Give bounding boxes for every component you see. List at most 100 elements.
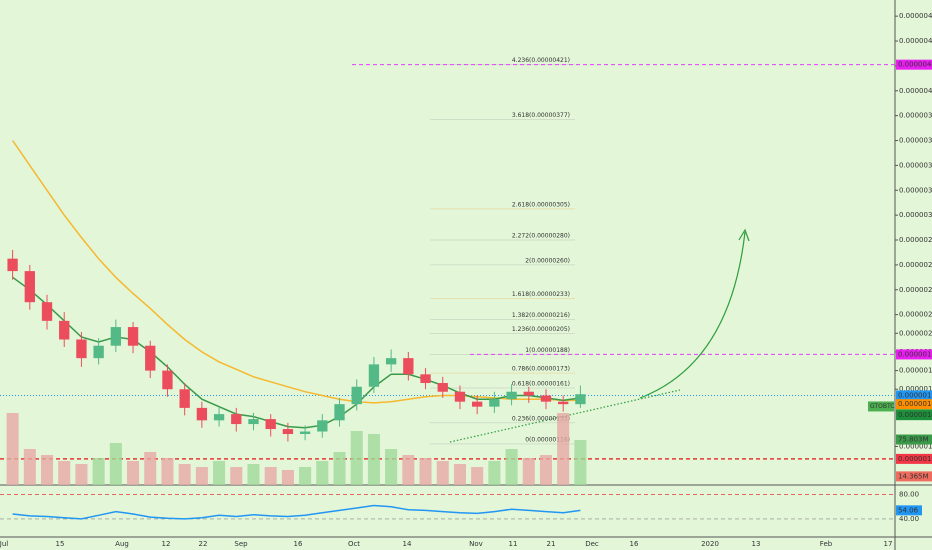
y-tick-label: 0.00000280 — [899, 236, 932, 244]
price-tag — [896, 59, 932, 70]
volume-bar — [40, 455, 54, 485]
volume-bar — [316, 461, 329, 485]
x-tick-label: 17 — [884, 540, 893, 548]
volume-bar — [92, 458, 105, 485]
candle-body — [7, 258, 18, 272]
x-tick-label: 12 — [162, 540, 171, 548]
volume-bar — [247, 464, 260, 485]
candle-body — [248, 419, 259, 425]
price-tag-label: 0.00000104 — [898, 455, 932, 463]
volume-bar — [178, 464, 191, 485]
candle-body — [334, 404, 345, 421]
x-tick-label: 2020 — [701, 540, 719, 548]
x-tick-label: Nov — [469, 540, 483, 548]
y-tick-label: 0.00000400 — [899, 87, 932, 95]
candle-body — [213, 414, 225, 421]
volume-bar — [539, 455, 553, 485]
price-tag-label: 0.00000146 — [898, 411, 932, 419]
candle-body — [127, 327, 139, 346]
y-tick-label: 0.00000300 — [899, 211, 932, 219]
candle-body — [558, 401, 569, 405]
candle-body — [351, 386, 362, 405]
fib-label: 1.618(0.00000233) — [512, 291, 570, 298]
y-tick-label: 0.00000205 — [899, 329, 932, 337]
candle-body — [489, 399, 500, 407]
y-tick-label: 0.00000460 — [899, 12, 932, 20]
x-tick-label: Feb — [820, 540, 833, 548]
price-tag — [896, 349, 932, 360]
candle-body — [145, 345, 156, 371]
y-tick-label: 0.00000340 — [899, 161, 932, 169]
projection-arrow — [639, 231, 746, 399]
candle-body — [368, 364, 380, 387]
x-tick-label: 16 — [630, 540, 639, 548]
y-tick-label: 0.00000260 — [899, 261, 932, 269]
candle-body — [93, 345, 104, 359]
arrow-head — [738, 228, 750, 242]
volume-bar — [195, 467, 208, 485]
y-tick-label: 0.00000240 — [899, 286, 932, 294]
candle-body — [506, 391, 517, 400]
candle-body — [403, 358, 414, 375]
candle-body — [317, 420, 328, 432]
rsi-line — [12, 504, 581, 520]
x-tick-label: 15 — [56, 540, 65, 548]
volume-bar — [522, 458, 535, 485]
trendline — [449, 389, 681, 443]
volume-bar — [264, 467, 277, 485]
candle-body — [437, 383, 448, 392]
candle-body — [299, 431, 311, 435]
y-tick-label: 0.00000160 — [899, 385, 932, 393]
candle-body — [24, 271, 35, 303]
volume-bar — [58, 461, 71, 485]
plot-layer: 0.000004600.000004400.000004200.00000400… — [0, 12, 932, 548]
fib-label: 1.382(0.00000216) — [512, 312, 570, 319]
volume-bar — [161, 458, 174, 485]
volume-tag-label: 75.803M — [898, 436, 929, 444]
x-tick-label: Jul — [0, 540, 8, 548]
volume-bar — [213, 461, 226, 485]
price-tag-label: 0.00000155 — [898, 391, 932, 399]
volume-bar — [471, 467, 484, 485]
fib-label: 0.786(0.00000173) — [512, 366, 570, 373]
x-tick-label: 11 — [509, 540, 518, 548]
volume-bar — [127, 461, 140, 485]
fib-label: 3.618(0.00000377) — [512, 112, 570, 119]
volume-bar — [75, 464, 88, 485]
fib-label: 2(0.00000260) — [525, 257, 570, 264]
fib-label: 1.236(0.00000205) — [512, 326, 570, 333]
candle-body — [59, 320, 70, 340]
y-tick-label: 0.00000360 — [899, 137, 932, 145]
price-tag — [896, 399, 932, 410]
y-tick-label: 0.00000220 — [899, 311, 932, 319]
volume-bar — [6, 413, 19, 485]
price-tag — [896, 390, 932, 401]
volume-bar — [230, 467, 243, 485]
candle-body — [454, 391, 466, 402]
candle-body — [540, 395, 552, 402]
y-tick-label: 0.00000440 — [899, 37, 932, 45]
candle-body — [282, 429, 294, 435]
x-tick-label: Oct — [348, 540, 360, 548]
volume-bar — [488, 461, 501, 485]
candle-body — [385, 358, 397, 365]
x-tick-label: 13 — [752, 540, 761, 548]
volume-bar — [299, 467, 312, 485]
candle-body — [179, 389, 190, 408]
x-tick-label: 14 — [403, 540, 412, 548]
symbol-label: GTOBTC — [870, 403, 894, 410]
fib-label: 4.236(0.00000421) — [512, 57, 570, 64]
volume-tag-label: 14.365M — [898, 472, 929, 480]
y-tick-label: 0.00000114 — [899, 442, 932, 450]
candle-body — [523, 391, 534, 396]
volume-tag — [896, 471, 932, 482]
fib-label: 0.236(0.00000133) — [512, 415, 570, 422]
volume-bar — [333, 452, 346, 485]
rsi-tag — [896, 505, 922, 516]
volume-bar — [402, 455, 415, 485]
x-tick-label: Aug — [115, 540, 129, 548]
volume-tag — [896, 434, 932, 445]
x-tick-label: 16 — [294, 540, 303, 548]
